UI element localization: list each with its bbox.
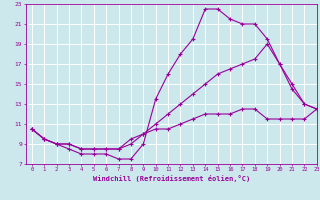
X-axis label: Windchill (Refroidissement éolien,°C): Windchill (Refroidissement éolien,°C) xyxy=(92,175,250,182)
